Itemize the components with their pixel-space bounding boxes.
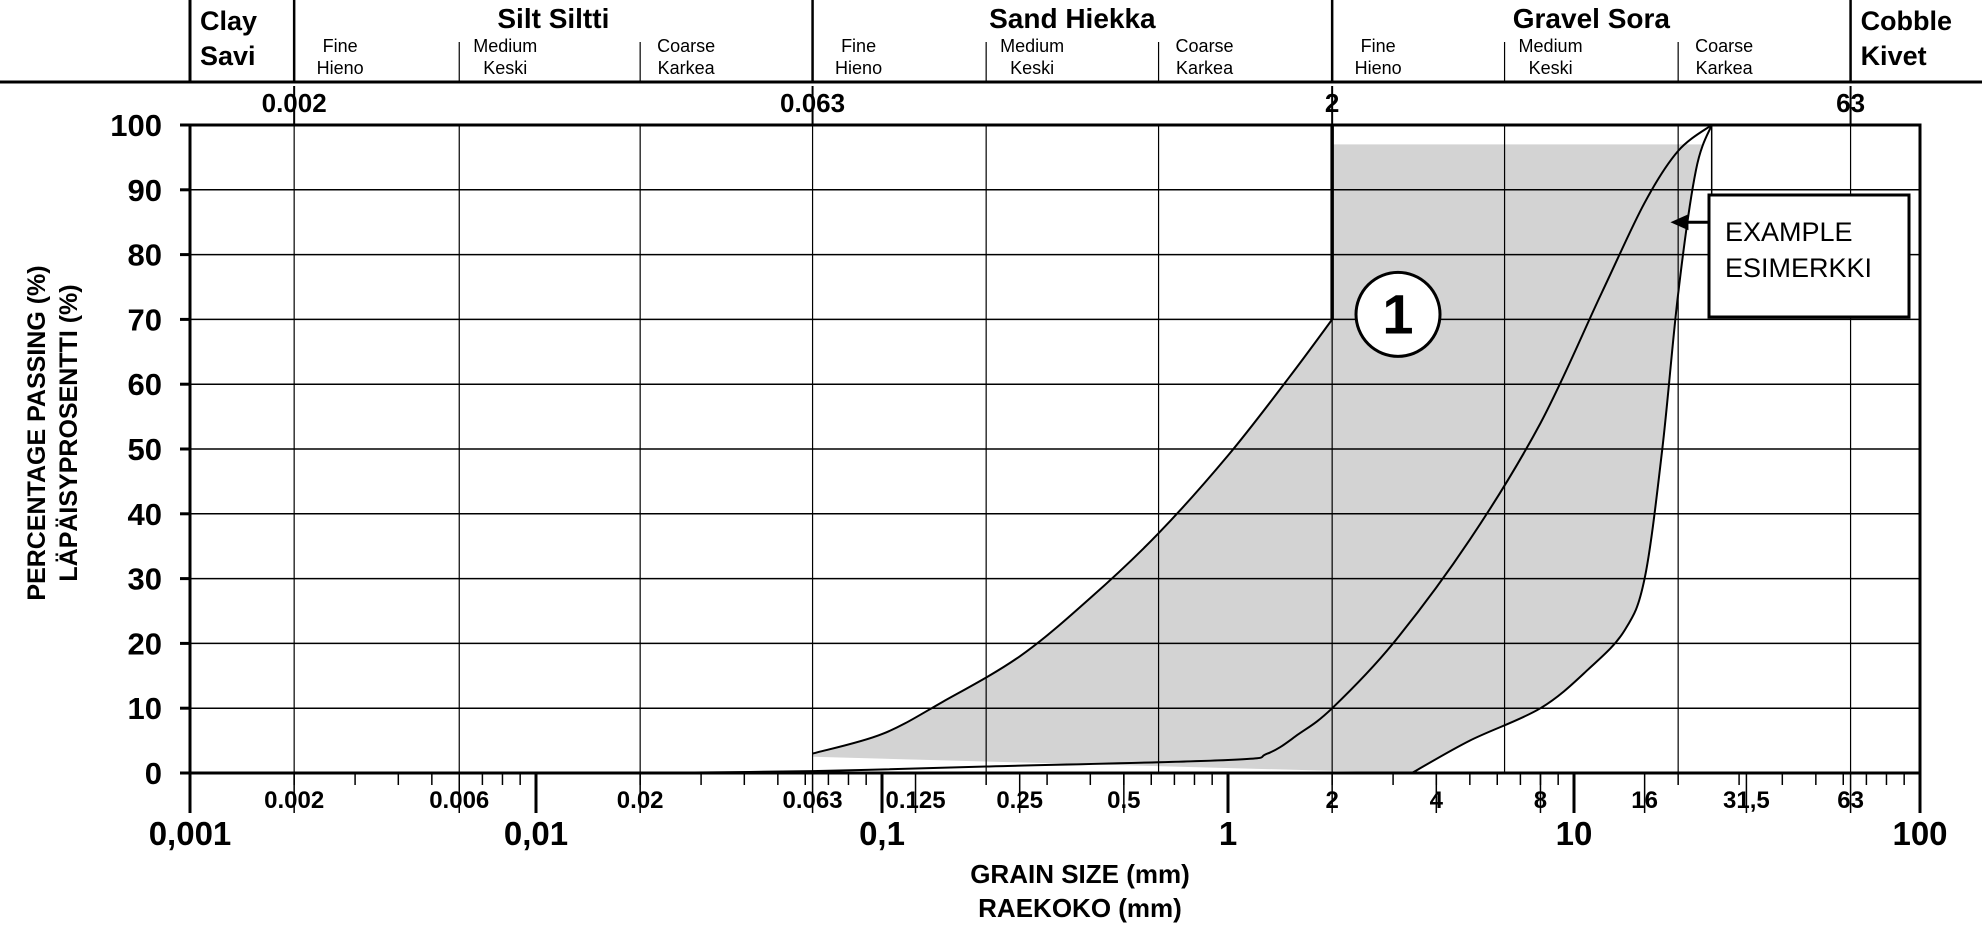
header-class-name-fi: Kivet [1861, 41, 1927, 71]
x-sieve-tick-label: 0.25 [996, 787, 1043, 814]
header-subclass-name: Coarse [1176, 36, 1234, 56]
envelope-mask-right [1411, 125, 1740, 773]
y-tick-label: 30 [128, 562, 162, 597]
x-major-tick-label: 0,001 [149, 815, 232, 852]
header-subclass-name-fi: Hieno [317, 58, 364, 78]
example-arrow-head [1670, 214, 1689, 231]
x-sieve-tick-label: 8 [1534, 787, 1547, 814]
circled-number-marker [1354, 270, 1442, 358]
grid-layer [190, 124, 1920, 774]
x-axis-title-en: GRAIN SIZE (mm) [970, 859, 1190, 889]
header-subclass-name-fi: Keski [483, 58, 527, 78]
axes-layer [180, 123, 1922, 813]
header-subclass-name: Medium [1000, 36, 1064, 56]
x-sieve-tick-label: 16 [1631, 787, 1658, 814]
example-box-label: ESIMERKKI [1725, 253, 1872, 283]
header-subclass-name-fi: Karkea [1696, 58, 1754, 78]
series-line-envelope-fine-limit [812, 318, 1334, 755]
x-sieve-tick-label: 0.006 [429, 787, 489, 814]
header-class-name: Sand Hiekka [989, 3, 1156, 34]
y-axis-title-fi: LÄPÄISYPROSENTTI (%) [55, 284, 83, 581]
y-tick-label: 100 [110, 108, 162, 143]
x-major-tick-label: 10 [1556, 815, 1593, 852]
header-subclass-name: Coarse [1695, 36, 1753, 56]
header-subclass-name-fi: Keski [1010, 58, 1054, 78]
x-sieve-tick-label: 0.125 [885, 787, 945, 814]
header-class-name-fi: Savi [200, 41, 256, 71]
series-line-envelope-coarse-limit [1411, 124, 1713, 774]
y-tick-label: 0 [145, 756, 162, 791]
example-box-label: EXAMPLE [1725, 217, 1853, 247]
top-boundary-label: 2 [1325, 88, 1339, 118]
top-boundary-label: 63 [1836, 88, 1865, 118]
y-tick-label: 60 [128, 367, 162, 402]
header-subclass-name-fi: Karkea [658, 58, 716, 78]
annotation-layer: 1 EXAMPLE ESIMERKKI [1354, 193, 1911, 358]
x-sieve-tick-label: 0.002 [264, 787, 324, 814]
top-boundary-label: 0.002 [262, 88, 327, 118]
header-class-name: Gravel Sora [1513, 3, 1671, 34]
header-subclass-name-fi: Hieno [835, 58, 882, 78]
x-major-tick-label: 0,01 [504, 815, 568, 852]
x-sieve-tick-label: 0.02 [617, 787, 664, 814]
example-box [1707, 193, 1911, 319]
header-subclass-name-fi: Hieno [1355, 58, 1402, 78]
header-subclass-name-fi: Karkea [1176, 58, 1234, 78]
x-sieve-tick-label: 63 [1837, 787, 1864, 814]
x-major-tick-label: 1 [1219, 815, 1237, 852]
x-sieve-tick-label: 31,5 [1723, 787, 1770, 814]
tick-label-layer: 0.002 0.063 2 63 0 10 20 30 40 50 60 70 80 90 100 0,001… [110, 88, 1947, 852]
header-subclass-name: Medium [473, 36, 537, 56]
y-tick-label: 20 [128, 626, 162, 661]
header-subclass-name: Medium [1519, 36, 1583, 56]
x-axis-title-fi: RAEKOKO (mm) [978, 893, 1182, 923]
series-line-example [640, 124, 1713, 774]
header-class-name: Cobble [1861, 6, 1953, 36]
y-tick-label: 50 [128, 432, 162, 467]
header-subclass-name: Coarse [657, 36, 715, 56]
x-sieve-tick-label: 0.063 [783, 787, 843, 814]
y-tick-label: 70 [128, 302, 162, 337]
header-subclass-name: Fine [1361, 36, 1396, 56]
top-boundary-label: 0.063 [780, 88, 845, 118]
x-sieve-tick-label: 0.5 [1107, 787, 1140, 814]
y-tick-label: 80 [128, 238, 162, 273]
y-tick-label: 40 [128, 497, 162, 532]
x-sieve-tick-label: 4 [1430, 787, 1444, 814]
header-subclass-name: Fine [841, 36, 876, 56]
y-tick-label: 10 [128, 691, 162, 726]
header-subclass-name-fi: Keski [1529, 58, 1573, 78]
y-tick-label: 90 [128, 173, 162, 208]
circled-number-label: 1 [1382, 282, 1413, 345]
header-subclass-name: Fine [323, 36, 358, 56]
header-class-name: Clay [200, 6, 257, 36]
header-class-name: Silt Siltti [497, 3, 609, 34]
y-axis-title-en: PERCENTAGE PASSING (%) [23, 265, 51, 600]
x-major-tick-label: 100 [1892, 815, 1947, 852]
x-major-tick-label: 0,1 [859, 815, 905, 852]
x-sieve-tick-label: 2 [1325, 787, 1338, 814]
series-layer [640, 124, 1713, 774]
